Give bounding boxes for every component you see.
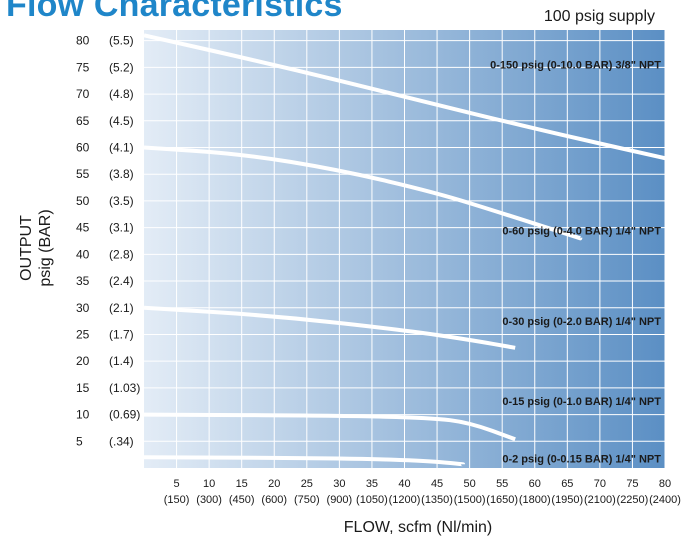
y-tick-bar: (4.5) xyxy=(109,114,134,128)
x-tick-nlmin: (150) xyxy=(164,494,190,506)
x-axis-label: FLOW, scfm (Nl/min) xyxy=(343,519,493,536)
y-tick-bar: (2.4) xyxy=(109,274,134,288)
series-labels: 0-150 psig (0-10.0 BAR) 3/8" NPT 0-60 psi… xyxy=(490,60,661,466)
x-tick-scfm: 10 xyxy=(203,478,215,490)
y-tick-psig: 80 xyxy=(76,34,90,48)
x-tick-scfm: 25 xyxy=(301,478,313,490)
x-tick-nlmin: (600) xyxy=(261,494,287,506)
x-tick-scfm: 30 xyxy=(333,478,345,490)
series-label-1: 0-60 psig (0-4.0 BAR) 1/4" NPT xyxy=(502,225,661,237)
x-tick-nlmin: (1950) xyxy=(551,494,583,506)
y-tick-psig: 60 xyxy=(76,141,90,155)
x-tick-scfm: 75 xyxy=(626,478,638,490)
grid xyxy=(144,30,666,468)
x-tick-scfm: 35 xyxy=(366,478,378,490)
y-ticks: 80 (5.5) 75 (5.2) 70 (4.8) 65 (4.5) 60 (4.1) 55 (3.… xyxy=(76,34,140,449)
series-label-4: 0-2 psig (0-0.15 BAR) 1/4" NPT xyxy=(502,453,661,465)
y-tick-psig: 30 xyxy=(76,301,90,315)
series-curve-3 xyxy=(143,412,516,442)
x-tick-nlmin: (1500) xyxy=(454,494,486,506)
series-curve-0 xyxy=(143,33,666,161)
x-tick-nlmin: (1200) xyxy=(389,494,421,506)
x-tick-scfm: 45 xyxy=(431,478,443,490)
x-tick-nlmin: (300) xyxy=(196,494,222,506)
y-tick-psig: 40 xyxy=(76,247,90,261)
y-tick-bar: (1.03) xyxy=(109,381,140,395)
x-tick-nlmin: (1800) xyxy=(519,494,551,506)
y-tick-bar: (0.69) xyxy=(109,408,140,422)
x-tick-nlmin: (2250) xyxy=(617,494,649,506)
x-tick-scfm: 50 xyxy=(464,478,476,490)
x-tick-scfm: 20 xyxy=(268,478,280,490)
y-tick-psig: 15 xyxy=(76,381,90,395)
x-tick-scfm: 60 xyxy=(529,478,541,490)
y-tick-bar: (1.7) xyxy=(109,327,134,341)
x-tick-scfm: 70 xyxy=(594,478,606,490)
y-tick-psig: 20 xyxy=(76,354,90,368)
x-ticks: 5 (150) 10 (300) 15 (450) 20 (600) 25 (750) 30 (900… xyxy=(164,478,681,506)
x-tick-nlmin: (2400) xyxy=(649,494,681,506)
x-tick-nlmin: (2100) xyxy=(584,494,616,506)
y-tick-bar: (4.1) xyxy=(109,141,134,155)
y-tick-psig: 75 xyxy=(76,60,90,74)
x-tick-nlmin: (1350) xyxy=(421,494,453,506)
x-tick-nlmin: (900) xyxy=(327,494,353,506)
x-tick-scfm: 80 xyxy=(659,478,671,490)
x-tick-nlmin: (1050) xyxy=(356,494,388,506)
chart-title: Flow Characteristics xyxy=(6,0,343,24)
series-label-2: 0-30 psig (0-2.0 BAR) 1/4" NPT xyxy=(502,316,661,328)
y-tick-bar: (4.8) xyxy=(109,87,134,101)
series-curve-4 xyxy=(143,455,466,467)
x-tick-scfm: 65 xyxy=(561,478,573,490)
y-tick-psig: 25 xyxy=(76,327,90,341)
y-tick-psig: 65 xyxy=(76,114,90,128)
series-curve-1 xyxy=(143,145,583,241)
y-tick-psig: 45 xyxy=(76,221,90,235)
series-curve-2 xyxy=(143,305,516,350)
y-tick-bar: (3.1) xyxy=(109,221,134,235)
y-tick-psig: 50 xyxy=(76,194,90,208)
x-tick-scfm: 55 xyxy=(496,478,508,490)
y-tick-psig: 35 xyxy=(76,274,90,288)
y-tick-psig: 70 xyxy=(76,87,90,101)
y-tick-psig: 5 xyxy=(76,434,83,448)
series-label-3: 0-15 psig (0-1.0 BAR) 1/4" NPT xyxy=(502,396,661,408)
y-tick-bar: (5.5) xyxy=(109,34,134,48)
y-tick-bar: (2.1) xyxy=(109,301,134,315)
series-layer xyxy=(143,33,666,467)
y-tick-bar: (3.5) xyxy=(109,194,134,208)
y-tick-bar: (.34) xyxy=(109,434,134,448)
supply-note: 100 psig supply xyxy=(543,8,655,25)
y-tick-bar: (1.4) xyxy=(109,354,134,368)
y-tick-bar: (5.2) xyxy=(109,60,134,74)
x-tick-scfm: 40 xyxy=(398,478,410,490)
x-tick-scfm: 5 xyxy=(174,478,180,490)
x-tick-nlmin: (450) xyxy=(229,494,255,506)
x-tick-nlmin: (1650) xyxy=(486,494,518,506)
x-tick-nlmin: (750) xyxy=(294,494,320,506)
y-tick-bar: (2.8) xyxy=(109,247,134,261)
y-tick-psig: 10 xyxy=(76,408,90,422)
x-tick-scfm: 15 xyxy=(236,478,248,490)
series-label-0: 0-150 psig (0-10.0 BAR) 3/8" NPT xyxy=(490,60,661,72)
y-tick-psig: 55 xyxy=(76,167,90,181)
y-tick-bar: (3.8) xyxy=(109,167,134,181)
